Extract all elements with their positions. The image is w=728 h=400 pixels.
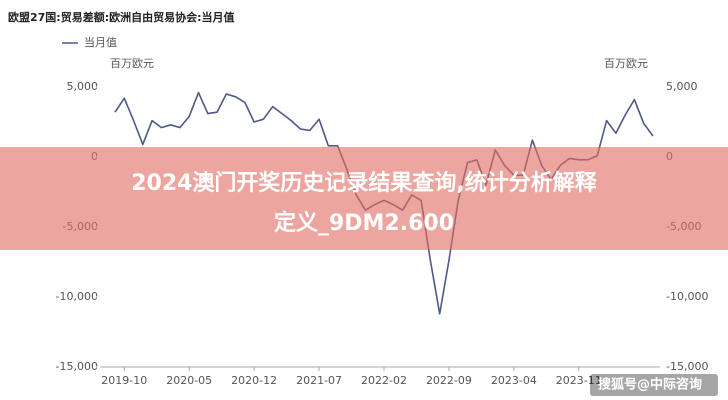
banner-text: 2024澳门开奖历史记录结果查询,统计分析解释 — [131, 170, 598, 196]
y-tick-label: -10,000 — [56, 290, 98, 303]
x-tick-label: 2020-05 — [166, 374, 212, 387]
watermark-bg — [590, 374, 718, 396]
banner — [0, 147, 728, 250]
legend-label: 当月值 — [84, 35, 117, 49]
banner-text: 定义_9DM2.600 — [274, 210, 454, 236]
y-tick-label: 5,000 — [67, 80, 99, 93]
chart-title: 欧盟27国:贸易差额:欧洲自由贸易协会:当月值 — [8, 10, 235, 24]
watermark: 搜狐号@中际咨询 — [598, 377, 702, 393]
y-tick-label-right: 5,000 — [666, 80, 698, 93]
x-tick-label: 2022-09 — [426, 374, 472, 387]
y-unit-left: 百万欧元 — [110, 57, 154, 70]
x-tick-label: 2023-04 — [491, 374, 537, 387]
x-tick-label: 2022-02 — [361, 374, 407, 387]
y-tick-label-right: -10,000 — [666, 290, 708, 303]
y-unit-right: 百万欧元 — [604, 57, 648, 70]
x-tick-label: 2021-07 — [296, 374, 342, 387]
x-tick-label: 2019-10 — [101, 374, 147, 387]
x-tick-label: 2023-11 — [556, 374, 602, 387]
x-tick-label: 2020-12 — [231, 374, 277, 387]
y-tick-label: -15,000 — [56, 360, 98, 373]
y-tick-label-right: -15,000 — [666, 360, 708, 373]
